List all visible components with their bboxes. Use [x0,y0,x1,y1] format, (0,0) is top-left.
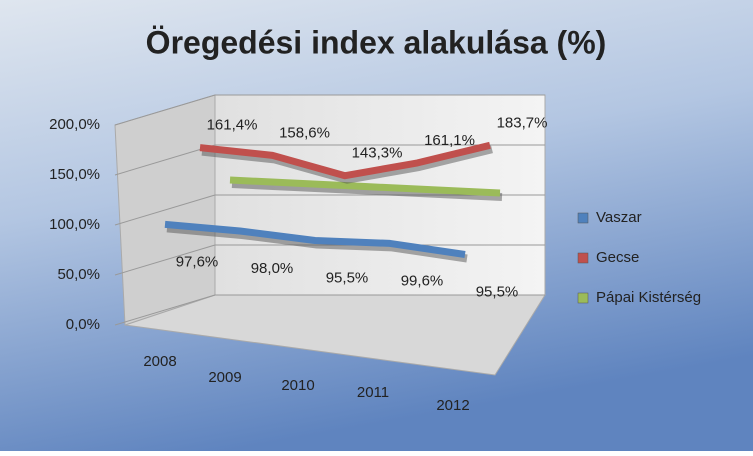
grid-line [114,244,216,276]
grid-line [114,294,216,326]
x-tick-label: 2008 [143,353,176,370]
y-tick-label: 200,0% [49,116,100,133]
value-label: 143,3% [352,145,403,162]
x-tick-label: 2009 [208,369,241,386]
value-label: 158,6% [279,124,330,141]
y-tick-label: 50,0% [57,266,100,283]
grid-line [114,94,216,126]
line-shadow [231,180,503,201]
legend-label: Pápai Kistérség [596,289,701,306]
x-tick-label: 2012 [436,397,469,414]
series-line [199,141,491,180]
x-tick-label: 2010 [281,377,314,394]
value-label: 95,5% [476,283,519,300]
series-line [229,176,501,197]
value-label: 98,0% [251,260,294,277]
value-label: 99,6% [401,272,444,289]
line-shadow [201,145,493,184]
y-tick-label: 100,0% [49,216,100,233]
legend-swatch [577,212,589,224]
grid-line [114,144,216,176]
x-tick-label: 2011 [357,384,389,401]
value-label: 161,1% [424,132,475,149]
legend-swatch [577,292,589,304]
y-tick-label: 150,0% [49,166,100,183]
value-label: 97,6% [176,253,219,270]
value-label: 183,7% [497,114,548,131]
line-shadow [166,224,468,263]
y-tick-label: 0,0% [66,316,100,333]
series-line [164,220,466,258]
chart-title: Öregedési index alakulása (%) [146,24,607,60]
legend-swatch [577,252,589,264]
legend-label: Gecse [596,249,639,266]
value-label: 161,4% [207,117,258,134]
value-label: 95,5% [326,269,369,286]
legend-label: Vaszar [596,209,642,226]
grid-line [114,194,216,226]
